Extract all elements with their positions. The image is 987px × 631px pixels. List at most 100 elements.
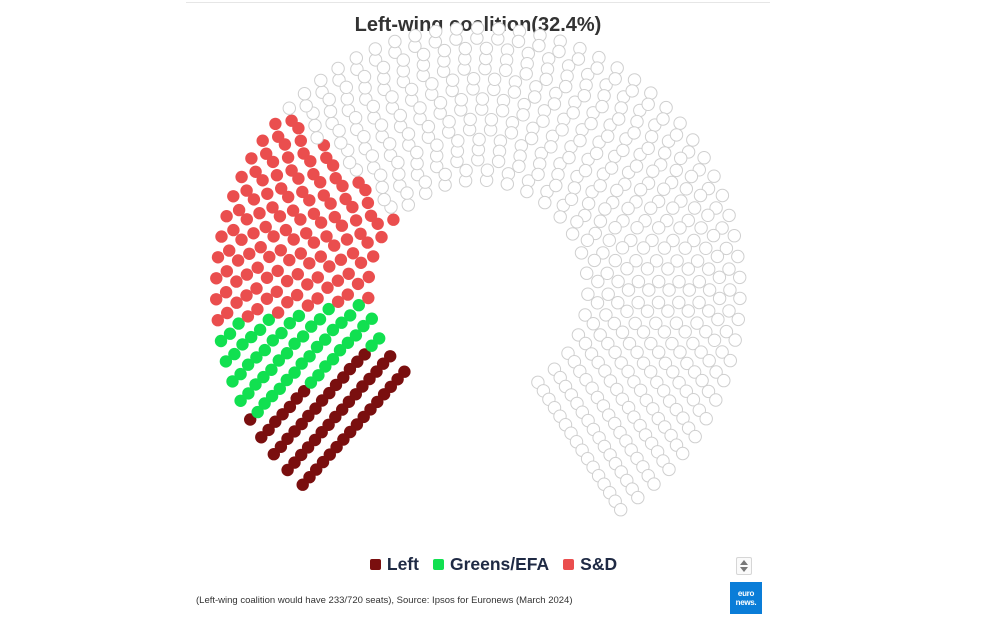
seat-s-d — [314, 216, 328, 229]
seat-s-d — [266, 201, 279, 214]
seat-s-d — [251, 261, 264, 274]
seat-greens-efa — [266, 334, 279, 347]
seat-empty — [597, 89, 611, 103]
seat-empty — [673, 116, 687, 130]
seat-empty — [669, 163, 683, 178]
seat-empty — [651, 295, 666, 310]
seat-empty — [702, 283, 717, 297]
seat-s-d — [227, 190, 240, 203]
seat-greens-efa — [322, 302, 335, 316]
seat-s-d — [291, 268, 304, 281]
seat-s-d — [290, 288, 304, 302]
seat-empty — [658, 146, 672, 160]
seat-empty — [636, 325, 651, 339]
seat-empty — [365, 149, 379, 163]
seat-s-d — [341, 288, 354, 301]
seat-empty — [595, 99, 609, 114]
seat-empty — [631, 490, 645, 505]
legend-item-left: Left — [369, 554, 419, 575]
seat-s-d — [287, 233, 300, 246]
legend-swatch-greens — [432, 559, 444, 570]
seat-empty — [553, 210, 567, 224]
seat-empty — [608, 221, 622, 235]
seat-s-d — [247, 227, 260, 240]
seat-empty — [383, 137, 397, 151]
seat-empty — [358, 81, 372, 95]
scroll-up-icon[interactable] — [740, 560, 748, 565]
seat-s-d — [349, 214, 363, 227]
seat-empty — [357, 69, 372, 84]
seat-s-d — [230, 296, 243, 309]
seat-empty — [646, 164, 660, 178]
seat-empty — [438, 167, 452, 182]
seat-empty — [615, 241, 630, 255]
seat-s-d — [362, 291, 375, 305]
seat-empty — [690, 316, 704, 330]
seat-greens-efa — [303, 350, 316, 363]
seat-empty — [578, 336, 593, 351]
seat-s-d — [245, 152, 258, 165]
seat-empty — [687, 233, 701, 248]
seat-empty — [672, 275, 686, 289]
seat-empty — [630, 114, 644, 129]
seat-empty — [586, 317, 600, 331]
seat-s-d — [311, 292, 324, 305]
seat-greens-efa — [280, 347, 294, 360]
seat-empty — [602, 233, 616, 248]
seat-empty — [577, 89, 591, 103]
seat-empty — [430, 138, 444, 152]
seat-s-d — [263, 250, 276, 264]
seat-greens-efa — [265, 363, 278, 376]
seat-s-d — [361, 196, 375, 210]
seat-empty — [567, 181, 582, 195]
seat-s-d — [285, 114, 298, 127]
seat-empty — [396, 53, 410, 67]
seat-s-d — [320, 151, 333, 164]
seat-greens-efa — [319, 333, 332, 346]
seat-greens-efa — [228, 347, 241, 361]
seat-empty — [375, 180, 389, 195]
seat-empty — [688, 429, 702, 444]
seat-empty — [418, 175, 432, 189]
seat-s-d — [279, 223, 293, 237]
seat-greens-efa — [283, 317, 296, 330]
seat-greens-efa — [292, 309, 306, 323]
seat-empty — [544, 140, 558, 154]
seat-empty — [479, 41, 494, 56]
seat-empty — [659, 100, 673, 115]
seat-empty — [322, 92, 336, 107]
seat-left — [384, 350, 397, 363]
seat-empty — [401, 127, 416, 141]
seat-empty — [520, 184, 534, 199]
seat-s-d — [294, 247, 307, 260]
seat-empty — [437, 43, 452, 58]
seat-s-d — [211, 251, 225, 264]
seat-greens-efa — [226, 375, 239, 388]
seat-empty — [681, 262, 695, 276]
seat-greens-efa — [357, 319, 370, 333]
seat-greens-efa — [373, 332, 386, 345]
seat-empty — [649, 316, 663, 330]
seat-empty — [599, 308, 613, 322]
seat-empty — [636, 241, 651, 255]
seat-empty — [565, 227, 580, 241]
scroll-down-icon[interactable] — [740, 567, 748, 572]
seat-s-d — [281, 296, 294, 309]
seat-empty — [393, 108, 407, 123]
seat-s-d — [269, 117, 282, 131]
seat-empty — [722, 262, 736, 276]
seat-s-d — [275, 182, 288, 195]
seat-empty — [400, 186, 414, 200]
legend-scroll-control[interactable] — [736, 557, 752, 575]
seat-empty — [711, 312, 725, 327]
seat-empty — [719, 324, 734, 339]
seat-empty — [681, 213, 695, 228]
seat-s-d — [340, 233, 354, 246]
seat-empty — [644, 365, 658, 379]
seat-empty — [699, 325, 713, 339]
seat-empty — [590, 296, 605, 310]
seat-s-d — [220, 265, 233, 278]
seat-greens-efa — [365, 312, 378, 325]
seat-empty — [699, 241, 713, 256]
seat-empty — [707, 169, 721, 183]
